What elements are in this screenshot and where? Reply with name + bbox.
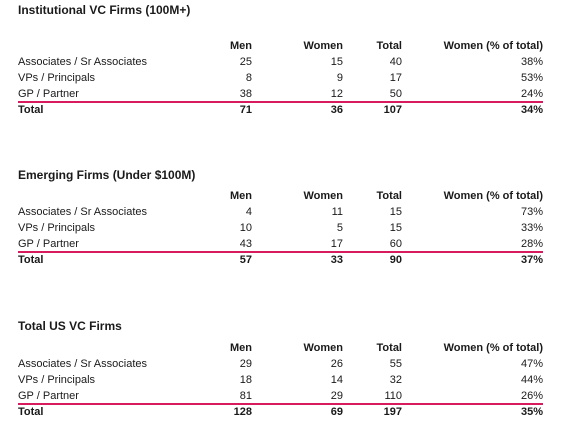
cell-women: 15 xyxy=(330,56,343,68)
row-label: Associates / Sr Associates xyxy=(18,206,147,218)
table-header-row: Men Women Total Women (% of total) xyxy=(18,38,543,54)
cell-men: 38 xyxy=(239,88,252,100)
cell-men: 71 xyxy=(239,104,252,116)
table-row: GP / Partner 81 29 110 26% xyxy=(18,388,543,404)
cell-men: 128 xyxy=(233,406,252,418)
table-row: GP / Partner 38 12 50 24% xyxy=(18,86,543,102)
row-label: VPs / Principals xyxy=(18,374,96,386)
row-label: VPs / Principals xyxy=(18,72,96,84)
cell-women: 26 xyxy=(330,358,343,370)
row-label: Associates / Sr Associates xyxy=(18,56,147,68)
cell-pct: 38% xyxy=(520,56,543,68)
cell-women: 9 xyxy=(336,72,343,84)
cell-women: 69 xyxy=(330,406,343,418)
cell-women: 12 xyxy=(330,88,343,100)
row-label: GP / Partner xyxy=(18,88,79,100)
cell-pct: 44% xyxy=(520,374,543,386)
header-men: Men xyxy=(230,342,252,354)
header-women: Women xyxy=(303,40,343,52)
section-title: Total US VC Firms xyxy=(18,319,122,333)
table-header-row: Men Women Total Women (% of total) xyxy=(18,188,543,204)
row-label: Total xyxy=(18,406,44,418)
cell-men: 81 xyxy=(239,390,252,402)
cell-total: 15 xyxy=(389,222,402,234)
cell-men: 4 xyxy=(245,206,252,218)
cell-total: 40 xyxy=(389,56,402,68)
table-row: Associates / Sr Associates 4 11 15 73% xyxy=(18,204,543,220)
cell-total: 107 xyxy=(383,104,402,116)
cell-pct: 37% xyxy=(520,254,543,266)
cell-total: 197 xyxy=(383,406,402,418)
table-row: GP / Partner 43 17 60 28% xyxy=(18,236,543,252)
cell-total: 15 xyxy=(389,206,402,218)
cell-total: 32 xyxy=(389,374,402,386)
section-title: Emerging Firms (Under $100M) xyxy=(18,168,196,182)
header-total: Total xyxy=(376,190,402,202)
cell-total: 50 xyxy=(389,88,402,100)
cell-men: 29 xyxy=(239,358,252,370)
cell-men: 10 xyxy=(239,222,252,234)
cell-women: 11 xyxy=(331,206,343,218)
table-row: Associates / Sr Associates 29 26 55 47% xyxy=(18,356,543,372)
cell-men: 43 xyxy=(239,238,252,250)
table-row: VPs / Principals 18 14 32 44% xyxy=(18,372,543,388)
cell-men: 8 xyxy=(245,72,252,84)
cell-pct: 35% xyxy=(520,406,543,418)
data-table: Men Women Total Women (% of total) Assoc… xyxy=(18,340,543,420)
cell-total: 60 xyxy=(389,238,402,250)
table-total-row: Total 71 36 107 34% xyxy=(18,101,543,118)
header-women: Women xyxy=(303,190,343,202)
cell-men: 18 xyxy=(239,374,252,386)
header-pct: Women (% of total) xyxy=(443,342,543,354)
cell-total: 17 xyxy=(389,72,402,84)
cell-pct: 34% xyxy=(520,104,543,116)
header-total: Total xyxy=(376,342,402,354)
cell-pct: 47% xyxy=(520,358,543,370)
cell-pct: 73% xyxy=(520,206,543,218)
table-header-row: Men Women Total Women (% of total) xyxy=(18,340,543,356)
table-row: Associates / Sr Associates 25 15 40 38% xyxy=(18,54,543,70)
header-pct: Women (% of total) xyxy=(443,190,543,202)
cell-pct: 24% xyxy=(520,88,543,100)
cell-pct: 53% xyxy=(520,72,543,84)
cell-women: 14 xyxy=(330,374,343,386)
cell-men: 57 xyxy=(239,254,252,266)
cell-pct: 26% xyxy=(520,390,543,402)
cell-men: 25 xyxy=(239,56,252,68)
row-label: Total xyxy=(18,104,44,116)
row-label: Total xyxy=(18,254,44,266)
table-row: VPs / Principals 8 9 17 53% xyxy=(18,70,543,86)
header-total: Total xyxy=(376,40,402,52)
cell-pct: 28% xyxy=(520,238,543,250)
header-men: Men xyxy=(230,190,252,202)
section-title: Institutional VC Firms (100M+) xyxy=(18,3,191,17)
header-women: Women xyxy=(303,342,343,354)
row-label: GP / Partner xyxy=(18,238,79,250)
row-label: VPs / Principals xyxy=(18,222,96,234)
cell-women: 17 xyxy=(330,238,343,250)
data-table: Men Women Total Women (% of total) Assoc… xyxy=(18,188,543,268)
cell-women: 36 xyxy=(330,104,343,116)
table-total-row: Total 128 69 197 35% xyxy=(18,403,543,420)
cell-pct: 33% xyxy=(520,222,543,234)
cell-women: 29 xyxy=(330,390,343,402)
header-men: Men xyxy=(230,40,252,52)
cell-total: 55 xyxy=(389,358,402,370)
header-pct: Women (% of total) xyxy=(443,40,543,52)
cell-women: 33 xyxy=(330,254,343,266)
data-table: Men Women Total Women (% of total) Assoc… xyxy=(18,38,543,118)
cell-women: 5 xyxy=(336,222,343,234)
cell-total: 110 xyxy=(384,390,402,402)
cell-total: 90 xyxy=(389,254,402,266)
row-label: Associates / Sr Associates xyxy=(18,358,147,370)
row-label: GP / Partner xyxy=(18,390,79,402)
table-row: VPs / Principals 10 5 15 33% xyxy=(18,220,543,236)
table-total-row: Total 57 33 90 37% xyxy=(18,251,543,268)
